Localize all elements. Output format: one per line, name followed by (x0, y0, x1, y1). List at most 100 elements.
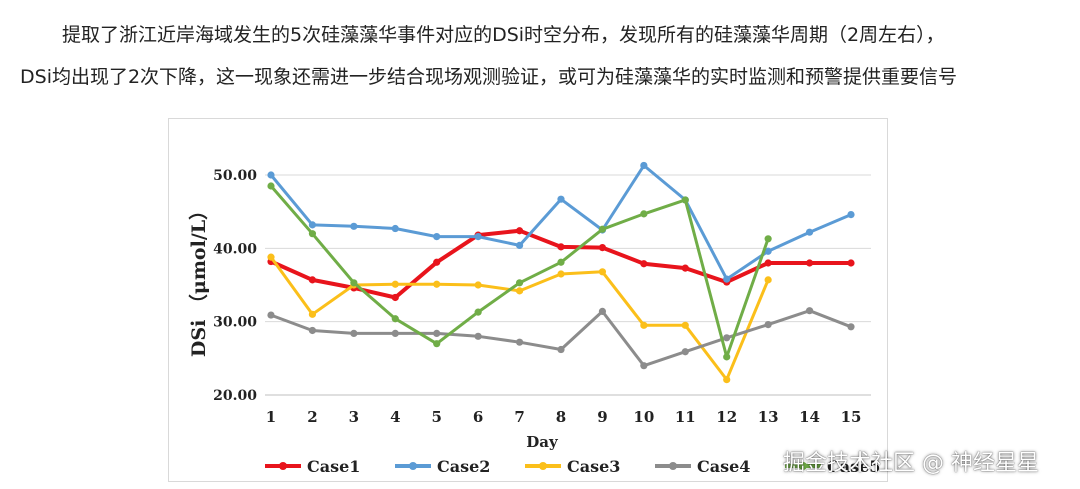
case2-point (764, 247, 772, 255)
case5-point (598, 225, 607, 233)
watermark: 掘金技术社区 @ 神经星星 (783, 451, 1039, 476)
x-tick-label: 10 (633, 408, 654, 426)
case5-point (350, 279, 358, 287)
case1-point (308, 276, 317, 284)
case1-point (847, 259, 855, 267)
case4-point (598, 307, 607, 315)
case1-point (515, 227, 524, 235)
y-tick-label: 40.00 (213, 241, 257, 257)
case4-line (270, 309, 852, 368)
case3-point (640, 321, 648, 329)
legend-marker-case2 (409, 462, 417, 470)
x-tick-label: 6 (473, 408, 483, 426)
case5-point (640, 210, 648, 218)
case4-point (515, 338, 524, 346)
x-tick-label: 4 (390, 408, 400, 426)
case3-point (308, 310, 317, 318)
legend-label-case4: Case4 (697, 457, 750, 476)
case1-point (764, 259, 772, 267)
x-tick-label: 14 (799, 408, 820, 426)
y-axis-label: DSi （μmol/L） (187, 201, 210, 357)
y-tick-labels: 20.00 30.00 40.00 50.00 (213, 168, 257, 404)
case3-point (557, 270, 565, 278)
case4-point (681, 348, 689, 356)
case4-point (474, 332, 482, 340)
case4-point (350, 329, 358, 337)
case2-point (723, 275, 731, 283)
case5-point (267, 182, 275, 190)
case1-point (681, 264, 689, 272)
legend-item-case1: Case1 (265, 457, 360, 476)
case2-point (805, 228, 814, 236)
case2-point (350, 222, 358, 230)
x-tick-label: 1 (266, 408, 276, 426)
case4-point (805, 307, 814, 315)
case5-point (764, 235, 772, 243)
x-axis-label: Day (526, 433, 559, 451)
x-tick-label: 7 (514, 408, 524, 426)
case4-point (391, 329, 399, 337)
case2-point (640, 161, 648, 170)
series-case4 (267, 307, 855, 370)
case3-point (267, 253, 275, 261)
case3-point (515, 287, 524, 295)
case5-point (308, 230, 317, 238)
legend-marker-case5 (799, 462, 807, 470)
x-tick-label: 12 (716, 408, 737, 426)
legend-item-case3: Case3 (525, 457, 620, 476)
case1-point (805, 259, 814, 267)
x-tick-label: 8 (556, 408, 566, 426)
case2-point (267, 171, 275, 179)
case4-point (764, 321, 772, 329)
x-tick-label: 11 (675, 408, 696, 426)
y-tick-label: 30.00 (213, 315, 257, 331)
case5-point (474, 308, 482, 316)
legend-marker-case3 (539, 462, 547, 470)
case5-point (681, 196, 689, 204)
case4-point (433, 329, 441, 337)
case4-point (557, 345, 565, 354)
case3-point (391, 280, 399, 288)
legend: Case1 Case2 Case3 Case4 Case5 (265, 457, 880, 476)
x-tick-label: 15 (841, 408, 862, 426)
series-group (267, 161, 855, 384)
legend-item-case5: Case5 (785, 457, 880, 476)
case3-point (764, 276, 772, 284)
legend-label-case2: Case2 (437, 457, 490, 476)
case4-point (847, 323, 855, 331)
case1-point (433, 258, 441, 266)
case5-point (433, 340, 441, 348)
caption-line-2: DSi均出现了2次下降，这一现象还需进一步结合现场观测验证，或可为硅藻藻华的实时… (20, 66, 958, 88)
x-tick-label: 2 (307, 408, 317, 426)
caption-line-1: 提取了浙江近岸海域发生的5次硅藻藻华事件对应的DSi时空分布，发现所有的硅藻藻华… (62, 24, 945, 46)
case4-point (723, 334, 731, 342)
case2-point (474, 233, 482, 241)
case4-point (640, 362, 648, 370)
legend-label-case5: Case5 (827, 457, 880, 476)
x-tick-label: 3 (349, 408, 359, 426)
legend-marker-case1 (279, 462, 287, 470)
legend-item-case2: Case2 (395, 457, 490, 476)
case3-point (598, 268, 607, 276)
case5-point (557, 258, 565, 266)
y-tick-label: 50.00 (213, 168, 257, 184)
case4-point (267, 311, 275, 319)
case3-point (433, 280, 441, 288)
x-tick-label: 5 (431, 408, 441, 426)
case3-point (474, 281, 482, 289)
series-case1 (267, 227, 855, 302)
legend-marker-case4 (669, 462, 677, 470)
case3-point (723, 376, 731, 384)
y-tick-label: 20.00 (213, 388, 257, 404)
legend-label-case3: Case3 (567, 457, 620, 476)
case2-point (515, 241, 524, 249)
case2-point (847, 211, 855, 219)
dsi-line-chart: 20.00 30.00 40.00 50.00 1 2 3 4 5 6 7 8 9 10 11 12 13 14… (168, 118, 888, 482)
case5-point (515, 279, 524, 287)
case2-point (433, 233, 441, 241)
case5-point (391, 315, 399, 323)
case2-point (557, 195, 565, 203)
case2-point (391, 224, 399, 233)
legend-label-case1: Case1 (307, 457, 360, 476)
